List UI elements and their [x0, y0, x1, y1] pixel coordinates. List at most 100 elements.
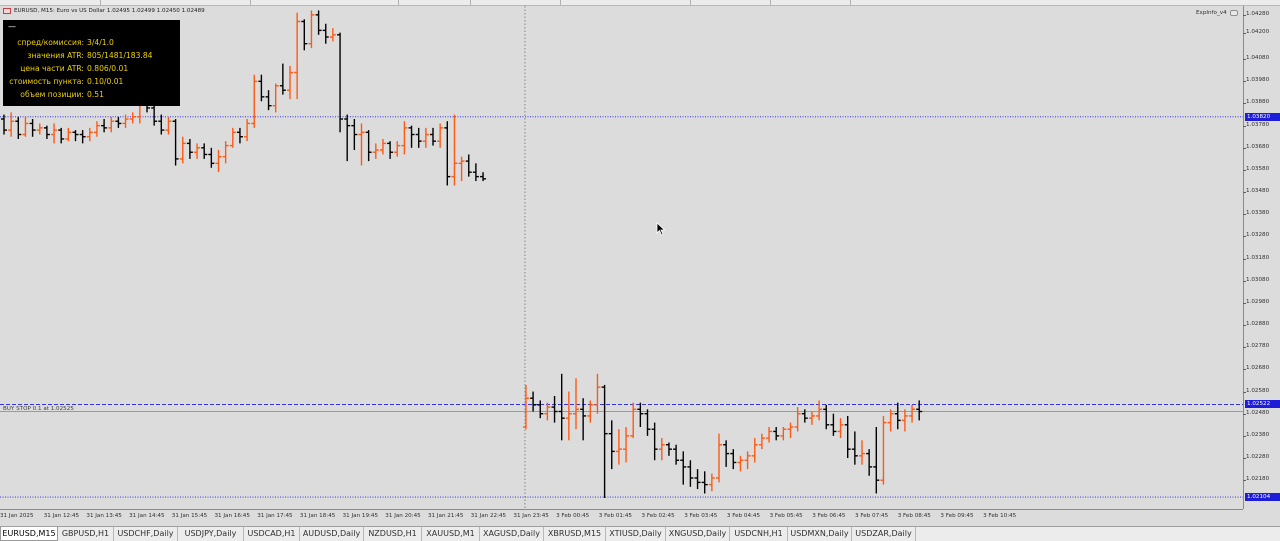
price-tick-label: 1.03180 — [1242, 254, 1270, 261]
symbol-tab[interactable]: XNGUSD,Daily — [666, 527, 730, 541]
price-tick-label: 1.03580 — [1242, 165, 1270, 172]
price-tick-label: 1.03480 — [1242, 188, 1270, 195]
ohlc-bar — [887, 409, 894, 432]
ohlc-bar — [708, 473, 715, 492]
ohlc-bar — [859, 440, 865, 465]
price-axis[interactable]: 1.04280 1.04200 1.04080 1.03980 1.03880 1.037… — [1242, 6, 1280, 509]
ohlc-bar — [365, 130, 372, 162]
symbol-tab[interactable]: USDCAD,H1 — [244, 527, 300, 541]
ohlc-bar — [1, 114, 7, 135]
price-tick-label: 1.02780 — [1242, 343, 1270, 350]
symbol-tab[interactable]: USDMXN,Daily — [788, 527, 852, 541]
time-tick-label: 3 Feb 04:45 — [726, 513, 761, 519]
info-row-spread: спред/комиссия: 3/4/1.0 — [3, 38, 180, 50]
ohlc-bar — [415, 127, 422, 148]
symbol-tab[interactable]: USDCHF,Daily — [114, 527, 178, 541]
ohlc-bar — [894, 402, 901, 430]
time-tick-label: 3 Feb 06:45 — [812, 513, 846, 519]
ohlc-bar — [537, 400, 544, 419]
time-axis[interactable]: 31 Jan 2025 31 Jan 12:45 31 Jan 13:45 31 Ja… — [0, 509, 1243, 526]
ohlc-bar — [522, 384, 529, 430]
toolbar-separator — [100, 0, 101, 5]
chart-window-icon — [3, 8, 11, 14]
symbol-tab[interactable]: GBPUSD,H1 — [58, 527, 114, 541]
price-tick-label: 1.03680 — [1242, 143, 1270, 150]
ohlc-bar — [294, 12, 301, 100]
info-value: 0.10/0.01 — [87, 77, 124, 86]
pending-order-label[interactable]: BUY STOP 0.1 at 1.02525 — [3, 406, 74, 412]
ohlc-bar — [580, 398, 587, 441]
ohlc-bar — [15, 116, 22, 139]
time-tick-label: 3 Feb 01:45 — [598, 513, 632, 519]
time-tick-label: 3 Feb 10:45 — [983, 513, 1017, 519]
ohlc-bar — [687, 460, 694, 487]
expert-advisor-label[interactable]: ExpInfo_v4 — [1196, 10, 1238, 16]
ohlc-bar — [308, 10, 315, 49]
ohlc-bar — [816, 400, 823, 421]
time-tick-label: 31 Jan 17:45 — [257, 513, 293, 519]
symbol-tab[interactable]: XTIUSD,Daily — [606, 527, 666, 541]
price-chart[interactable] — [0, 6, 1243, 509]
price-tick-label: 1.02380 — [1242, 431, 1270, 438]
ohlc-bar — [644, 409, 651, 436]
ohlc-bar — [601, 384, 608, 498]
toolbar-separator — [250, 0, 251, 5]
ohlc-bar — [165, 116, 172, 135]
ohlc-bar — [408, 125, 415, 148]
ohlc-bar — [287, 65, 293, 100]
symbol-tab[interactable]: NZDUSD,H1 — [364, 527, 422, 541]
time-tick-label: 31 Jan 22:45 — [470, 513, 507, 519]
info-row-point-value: стоимость пункта: 0.10/0.01 — [3, 77, 180, 89]
ohlc-bar — [129, 112, 136, 124]
ohlc-bar — [430, 127, 436, 146]
info-row-position-volume: объем позиции: 0.51 — [3, 90, 180, 102]
price-tick-label: 1.03080 — [1242, 276, 1270, 283]
symbol-tab[interactable]: XBRUSD,M15 — [544, 527, 606, 541]
ohlc-bar — [716, 433, 722, 483]
symbol-tab[interactable]: USDZAR,Daily — [852, 527, 916, 541]
ohlc-bar — [773, 427, 780, 441]
ohlc-bar — [229, 127, 236, 148]
ohlc-bar — [901, 409, 908, 432]
ohlc-bar — [544, 402, 551, 421]
time-tick-label: 31 Jan 12:45 — [43, 513, 80, 519]
time-tick-label: 31 Jan 16:45 — [214, 513, 250, 519]
price-tick-label: 1.03780 — [1242, 121, 1270, 128]
info-value: 0.806/0.01 — [87, 64, 129, 73]
ohlc-bar — [530, 391, 537, 412]
symbol-tab[interactable]: AUDUSD,Daily — [300, 527, 364, 541]
symbol-tab[interactable]: USDCNH,H1 — [730, 527, 788, 541]
time-tick-label: 31 Jan 20:45 — [385, 513, 421, 519]
chart-plot-area[interactable] — [0, 6, 1243, 509]
ohlc-bar — [208, 147, 215, 168]
ohlc-bar — [329, 28, 336, 42]
symbol-tab[interactable]: USDJPY,Daily — [178, 527, 244, 541]
info-label: спред/комиссия: — [17, 38, 84, 47]
time-tick-label: 31 Jan 13:45 — [86, 513, 122, 519]
chart-title-text: EURUSD, M15: Euro vs US Dollar 1.02495 1… — [14, 8, 205, 14]
info-row-atr-part: цена части ATR: 0.806/0.01 — [3, 64, 180, 76]
ohlc-bar — [36, 123, 43, 135]
ohlc-bar — [594, 373, 601, 414]
ohlc-bar — [573, 378, 579, 430]
ohlc-bar — [379, 138, 386, 155]
symbol-tab[interactable]: XAUUSD,M1 — [422, 527, 480, 541]
symbol-tab[interactable]: EURUSD,M15 — [0, 527, 58, 541]
price-tick-label: 1.02880 — [1242, 321, 1270, 328]
ohlc-bar — [730, 449, 737, 470]
ohlc-bar — [458, 156, 465, 182]
ohlc-bar — [372, 143, 379, 159]
ohlc-bar — [658, 438, 665, 461]
symbol-tabs-bar: EURUSD,M15 GBPUSD,H1 USDCHF,Daily USDJPY,Da… — [0, 526, 1280, 541]
info-label: объем позиции: — [20, 90, 84, 99]
price-tick-label: 1.04280 — [1242, 10, 1270, 17]
expert-smiley-icon — [1229, 10, 1238, 16]
ohlc-bar — [301, 19, 308, 51]
symbol-tab[interactable]: XAGUSD,Daily — [480, 527, 544, 541]
price-level-badge: 1.02522 — [1245, 400, 1280, 409]
ohlc-bar — [422, 127, 429, 148]
expert-name: ExpInfo_v4 — [1196, 10, 1227, 16]
ohlc-bar — [179, 136, 186, 164]
ohlc-bar — [758, 433, 765, 450]
ohlc-bar — [322, 23, 329, 44]
